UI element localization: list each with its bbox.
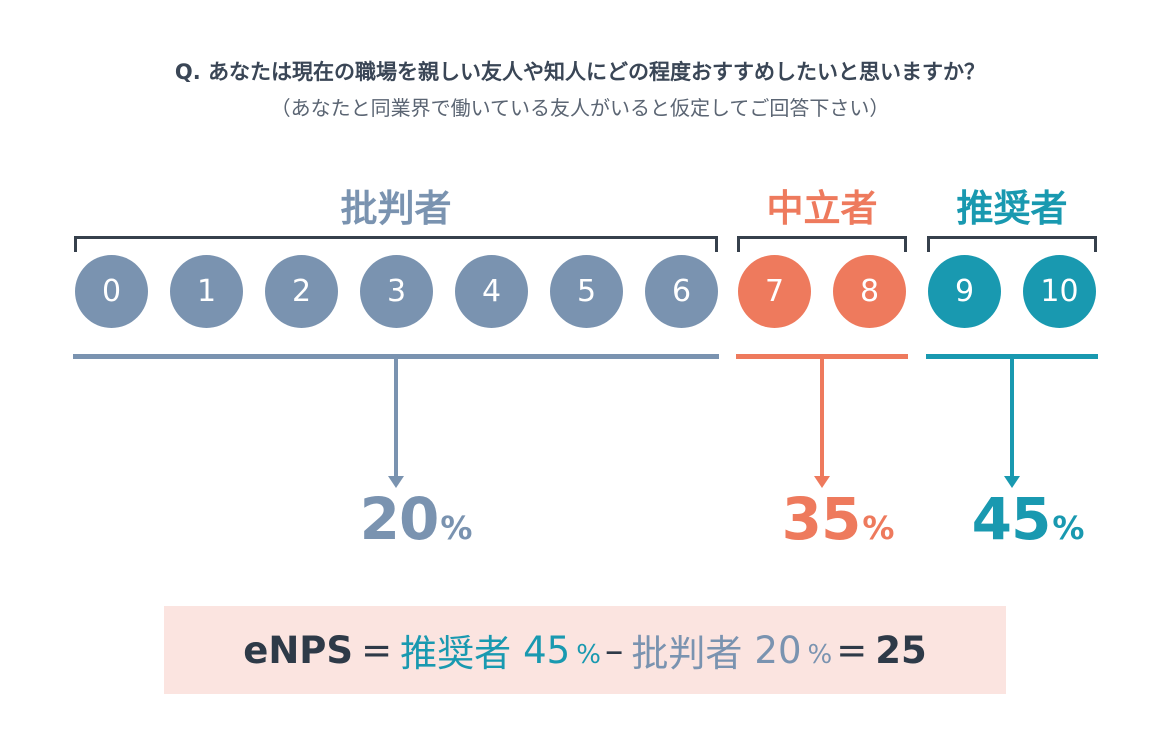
promoters-percent-value: 45 (971, 485, 1052, 553)
formula-minus: – (604, 628, 624, 672)
promoters-arrow-line (1010, 359, 1014, 477)
passives-arrow-head (814, 476, 830, 488)
passives-label: 中立者 (766, 187, 878, 230)
question-note: （あなたと同業界で働いている友人がいると仮定してご回答下さい） (270, 96, 890, 120)
promoters-label: 推奨者 (956, 187, 1068, 230)
detractors-bracket (74, 236, 718, 252)
detractors-arrow-line (394, 359, 398, 477)
enps-formula-box: eNPS = 推奨者 45% – 批判者 20% = 25 (164, 606, 1006, 694)
passives-arrow-line (820, 359, 824, 477)
score-circle-4: 4 (455, 255, 528, 328)
detractors-label: 批判者 (340, 187, 452, 230)
formula-detractor-value: 20% (750, 629, 832, 672)
question-text: Q. あなたは現在の職場を親しい友人や知人にどの程度おすすめしたいと思いますか？ (174, 60, 986, 84)
formula-promoter-label: 推奨者 (400, 632, 512, 675)
detractors-percent: 20% (316, 485, 516, 553)
formula-detractor-number: 20 (754, 628, 802, 672)
score-circle-5: 5 (550, 255, 623, 328)
passives-percent-value: 35 (781, 485, 862, 553)
passives-percent-unit: % (862, 509, 895, 547)
formula-result: 25 (875, 628, 927, 672)
score-circle-1: 1 (170, 255, 243, 328)
passives-percent: 35% (738, 485, 938, 553)
passives-underline (736, 354, 908, 359)
score-circle-7: 7 (738, 255, 811, 328)
score-circle-3: 3 (360, 255, 433, 328)
detractors-percent-unit: % (440, 509, 473, 547)
score-circle-10: 10 (1023, 255, 1096, 328)
detractors-percent-value: 20 (359, 485, 440, 553)
formula-promoter-value: 45% (519, 629, 601, 672)
formula-promoter-number: 45 (523, 628, 571, 672)
formula-equals-2: = (836, 628, 868, 672)
promoters-arrow-head (1004, 476, 1020, 488)
score-circle-8: 8 (833, 255, 906, 328)
formula-enps: eNPS (243, 628, 354, 672)
formula-promoter-unit: % (576, 639, 601, 670)
formula-equals-1: = (361, 628, 393, 672)
detractors-underline (73, 354, 719, 359)
formula-detractor-label: 批判者 (631, 632, 743, 675)
score-circle-2: 2 (265, 255, 338, 328)
passives-bracket (737, 236, 907, 252)
promoters-percent-unit: % (1052, 509, 1085, 547)
formula-detractor-unit: % (807, 639, 833, 670)
promoters-percent: 45% (928, 485, 1128, 553)
promoters-underline (926, 354, 1098, 359)
score-circle-9: 9 (928, 255, 1001, 328)
score-circle-6: 6 (645, 255, 718, 328)
detractors-arrow-head (388, 476, 404, 488)
score-circle-0: 0 (75, 255, 148, 328)
promoters-bracket (927, 236, 1097, 252)
